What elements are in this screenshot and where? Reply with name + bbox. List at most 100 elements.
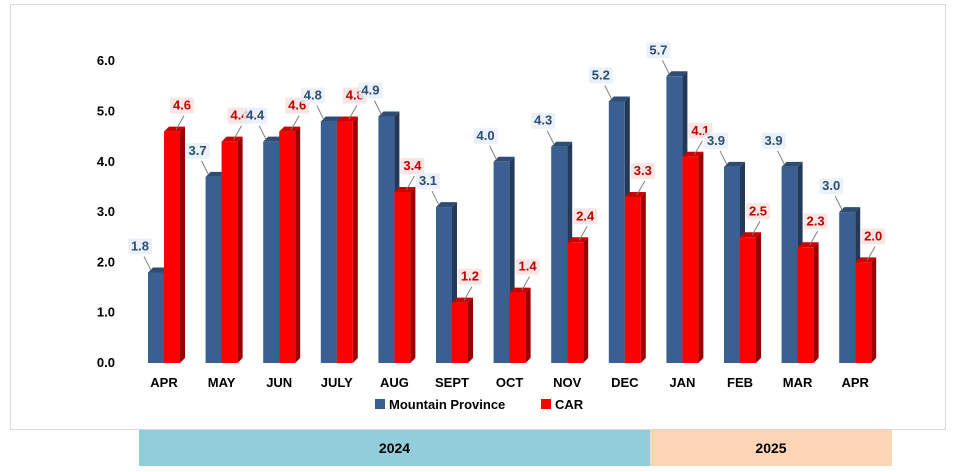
bar-mountain-province bbox=[608, 101, 625, 363]
legend-swatch-mountain-province bbox=[375, 399, 385, 409]
x-axis: APR MAY JUN JULY AUG SEPT OCT NOV DEC JAN FEB MAR AP… bbox=[150, 375, 869, 390]
data-label-car: 3.3 bbox=[634, 163, 652, 178]
year-label-2024: 2024 bbox=[378, 440, 411, 456]
bar-top-car bbox=[509, 287, 531, 293]
data-label-mountain-province: 3.0 bbox=[822, 178, 840, 193]
bar-side-car bbox=[180, 126, 185, 364]
leader-line-mountain-province bbox=[546, 130, 555, 145]
data-label-mountain-province: 3.7 bbox=[189, 143, 207, 158]
bar-side-car bbox=[525, 287, 531, 363]
y-tick-label: 5.0 bbox=[97, 104, 115, 119]
data-label-mountain-province: 4.3 bbox=[534, 113, 552, 128]
data-label-bg-mountain-province bbox=[646, 42, 671, 59]
legend-swatch-car bbox=[541, 399, 551, 409]
bar-top-car bbox=[797, 242, 819, 248]
bar-mountain-province bbox=[781, 166, 798, 363]
bar-top-car bbox=[624, 192, 646, 198]
data-label-bg-mountain-province bbox=[300, 87, 325, 104]
leader-line-mountain-province bbox=[201, 160, 210, 176]
year-band-2025: 2025 bbox=[650, 430, 892, 466]
leader-line-mountain-province bbox=[777, 150, 786, 166]
data-label-bg-car bbox=[630, 163, 655, 180]
bar-top-mountain-province bbox=[724, 161, 745, 167]
leader-line-car bbox=[693, 140, 703, 156]
x-tick-label: MAR bbox=[783, 375, 813, 390]
bar-top-mountain-province bbox=[608, 96, 630, 102]
leader-line-mountain-province bbox=[719, 150, 728, 166]
leader-line-car bbox=[809, 231, 819, 246]
bar-top-car bbox=[740, 232, 761, 238]
data-label-car: 2.0 bbox=[864, 228, 882, 243]
data-label-bg-mountain-province bbox=[243, 107, 268, 124]
data-label-car: 1.2 bbox=[461, 269, 479, 284]
data-label-mountain-province: 5.7 bbox=[649, 42, 667, 57]
bar-side-car bbox=[640, 192, 646, 363]
leader-line-mountain-province bbox=[143, 256, 152, 271]
data-label-mountain-province: 3.9 bbox=[765, 133, 783, 148]
bar-side-car bbox=[295, 126, 301, 364]
data-label-car: 3.4 bbox=[403, 158, 422, 173]
bar-side-car bbox=[756, 232, 761, 363]
bar-side-car bbox=[237, 136, 243, 363]
data-label-car: 2.5 bbox=[749, 203, 767, 218]
data-label-bg-car bbox=[746, 203, 770, 220]
bar-side-car bbox=[871, 257, 877, 363]
bar-car bbox=[509, 292, 526, 363]
bar-top-car bbox=[682, 151, 704, 157]
bar-mountain-province bbox=[320, 121, 337, 363]
bar-side-car bbox=[352, 116, 358, 363]
data-label-bg-mountain-province bbox=[128, 238, 152, 255]
y-tick-label: 2.0 bbox=[97, 254, 115, 269]
x-tick-label: OCT bbox=[496, 375, 524, 390]
bar-mountain-province bbox=[263, 141, 280, 363]
leader-line-car bbox=[636, 180, 646, 196]
year-band-2024: 2024 bbox=[139, 430, 650, 466]
bar-top-car bbox=[336, 116, 358, 122]
bar-car bbox=[394, 191, 411, 363]
chart-frame: 0.0 1.0 2.0 3.0 4.0 5.0 6.0 1.8 4.6 3.7 4.4 4.4 4.6… bbox=[10, 4, 946, 430]
leader-line-mountain-province bbox=[316, 105, 325, 120]
leader-line-mountain-province bbox=[431, 190, 440, 206]
data-label-car: 1.4 bbox=[519, 259, 538, 274]
bar-car bbox=[336, 121, 353, 363]
leader-line-mountain-province bbox=[834, 195, 843, 211]
data-label-bg-mountain-province bbox=[473, 127, 498, 144]
data-label-mountain-province: 3.1 bbox=[419, 173, 437, 188]
bar-car bbox=[797, 247, 814, 363]
data-label-bg-car bbox=[170, 97, 194, 114]
bar-top-mountain-province bbox=[263, 136, 285, 142]
data-label-mountain-province: 4.8 bbox=[304, 88, 322, 103]
leader-line-car bbox=[233, 125, 243, 140]
bar-top-car bbox=[452, 297, 473, 303]
data-label-mountain-province: 5.2 bbox=[592, 67, 610, 82]
bar-top-mountain-province bbox=[378, 111, 400, 117]
data-label-bg-mountain-province bbox=[531, 112, 556, 129]
bar-top-mountain-province bbox=[551, 141, 573, 147]
data-label-bg-mountain-province bbox=[416, 173, 440, 190]
bar-car bbox=[567, 242, 584, 363]
bar-side-car bbox=[468, 297, 473, 363]
data-label-car: 2.3 bbox=[807, 213, 825, 228]
year-label-2025: 2025 bbox=[755, 440, 787, 456]
data-label-mountain-province: 4.0 bbox=[477, 128, 495, 143]
leader-line-car bbox=[290, 115, 300, 130]
leader-line-mountain-province bbox=[661, 60, 670, 75]
data-label-bg-car bbox=[861, 228, 886, 245]
data-label-bg-mountain-province bbox=[185, 142, 210, 159]
y-tick-label: 3.0 bbox=[97, 204, 115, 219]
data-label-car: 2.4 bbox=[576, 208, 595, 223]
leader-line-car bbox=[405, 175, 415, 191]
bar-top-mountain-province bbox=[205, 171, 227, 177]
legend: Mountain Province CAR bbox=[375, 397, 584, 412]
data-label-bg-mountain-province bbox=[358, 82, 383, 99]
data-label-bg-mountain-province bbox=[588, 67, 613, 84]
bar-mountain-province bbox=[666, 76, 683, 363]
bar-mountain-province bbox=[839, 212, 856, 363]
bar-mountain-province bbox=[724, 166, 740, 363]
data-label-bg-car bbox=[515, 258, 540, 275]
bar-side-car bbox=[813, 242, 819, 363]
data-label-car: 4.6 bbox=[173, 98, 191, 113]
x-tick-label: FEB bbox=[727, 375, 753, 390]
leader-line-mountain-province bbox=[604, 85, 613, 100]
data-label-bg-mountain-province bbox=[819, 178, 844, 195]
